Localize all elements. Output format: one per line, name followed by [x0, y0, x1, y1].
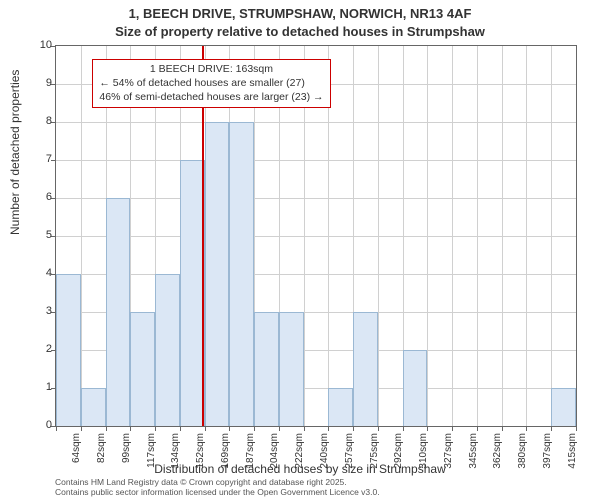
attribution-line-2: Contains public sector information licen… [55, 487, 380, 497]
x-tick-label: 204sqm [269, 433, 280, 469]
gridline-v [526, 46, 527, 426]
gridline-v [378, 46, 379, 426]
x-tick-label: 397sqm [542, 433, 553, 469]
x-tick-label: 362sqm [492, 433, 503, 469]
y-tick-label: 1 [46, 381, 52, 393]
histogram-bar [551, 388, 576, 426]
x-tick-label: 117sqm [146, 433, 157, 468]
x-tick-label: 292sqm [393, 433, 404, 469]
y-tick-label: 4 [46, 267, 52, 279]
histogram-bar [106, 198, 131, 426]
y-tick-label: 2 [46, 343, 52, 355]
x-tick-mark [56, 426, 57, 431]
histogram-bar [328, 388, 353, 426]
x-tick-label: 327sqm [443, 433, 454, 469]
x-tick-label: 169sqm [220, 433, 231, 469]
gridline-v [477, 46, 478, 426]
histogram-bar [81, 388, 106, 426]
x-tick-mark [427, 426, 428, 431]
x-tick-label: 152sqm [195, 433, 206, 469]
histogram-bar [56, 274, 81, 426]
attribution: Contains HM Land Registry data © Crown c… [55, 477, 380, 497]
gridline-v [427, 46, 428, 426]
x-tick-label: 380sqm [517, 433, 528, 469]
x-tick-mark [229, 426, 230, 431]
y-tick-label: 3 [46, 305, 52, 317]
y-tick-label: 9 [46, 77, 52, 89]
gridline-v [502, 46, 503, 426]
chart-container: 1, BEECH DRIVE, STRUMPSHAW, NORWICH, NR1… [0, 0, 600, 500]
x-tick-mark [106, 426, 107, 431]
chart-title-sub: Size of property relative to detached ho… [0, 24, 600, 39]
gridline-v [81, 46, 82, 426]
histogram-bar [353, 312, 378, 426]
chart-title-main: 1, BEECH DRIVE, STRUMPSHAW, NORWICH, NR1… [0, 6, 600, 21]
histogram-bar [254, 312, 279, 426]
y-tick-label: 7 [46, 153, 52, 165]
x-tick-mark [180, 426, 181, 431]
y-tick-label: 10 [40, 39, 52, 51]
x-tick-mark [551, 426, 552, 431]
histogram-bar [180, 160, 205, 426]
gridline-h [56, 236, 576, 237]
x-tick-mark [477, 426, 478, 431]
y-tick-label: 6 [46, 191, 52, 203]
histogram-bar [279, 312, 304, 426]
y-tick-label: 5 [46, 229, 52, 241]
x-tick-label: 257sqm [344, 433, 355, 469]
x-tick-label: 240sqm [319, 433, 330, 469]
x-tick-label: 99sqm [121, 433, 132, 463]
attribution-line-1: Contains HM Land Registry data © Crown c… [55, 477, 380, 487]
gridline-v [452, 46, 453, 426]
x-tick-mark [254, 426, 255, 431]
gridline-v [551, 46, 552, 426]
x-tick-label: 64sqm [71, 433, 82, 463]
x-tick-mark [205, 426, 206, 431]
x-tick-mark [378, 426, 379, 431]
x-tick-label: 134sqm [170, 433, 181, 469]
annotation-line: ← 54% of detached houses are smaller (27… [99, 77, 323, 91]
x-tick-label: 275sqm [369, 433, 380, 469]
x-tick-mark [526, 426, 527, 431]
x-tick-label: 310sqm [418, 433, 429, 469]
annotation-line: 1 BEECH DRIVE: 163sqm [99, 63, 323, 77]
x-tick-mark [328, 426, 329, 431]
plot-area: 1 BEECH DRIVE: 163sqm← 54% of detached h… [55, 45, 577, 427]
y-axis-label: Number of detached properties [8, 70, 22, 235]
x-tick-mark [130, 426, 131, 431]
histogram-bar [205, 122, 230, 426]
histogram-bar [229, 122, 254, 426]
x-tick-label: 222sqm [294, 433, 305, 469]
y-tick-label: 0 [46, 419, 52, 431]
x-tick-mark [452, 426, 453, 431]
histogram-bar [403, 350, 428, 426]
x-tick-mark [502, 426, 503, 431]
x-tick-mark [304, 426, 305, 431]
gridline-h [56, 122, 576, 123]
histogram-bar [155, 274, 180, 426]
x-tick-mark [576, 426, 577, 431]
gridline-h [56, 160, 576, 161]
x-tick-label: 415sqm [567, 433, 578, 469]
x-tick-label: 345sqm [468, 433, 479, 469]
x-tick-mark [155, 426, 156, 431]
x-tick-mark [353, 426, 354, 431]
gridline-h [56, 198, 576, 199]
x-tick-mark [403, 426, 404, 431]
x-tick-label: 82sqm [96, 433, 107, 463]
histogram-bar [130, 312, 155, 426]
x-tick-label: 187sqm [245, 433, 256, 469]
gridline-h [56, 274, 576, 275]
y-tick-label: 8 [46, 115, 52, 127]
annotation-box: 1 BEECH DRIVE: 163sqm← 54% of detached h… [92, 59, 330, 108]
x-tick-mark [279, 426, 280, 431]
x-tick-mark [81, 426, 82, 431]
annotation-line: 46% of semi-detached houses are larger (… [99, 91, 323, 105]
